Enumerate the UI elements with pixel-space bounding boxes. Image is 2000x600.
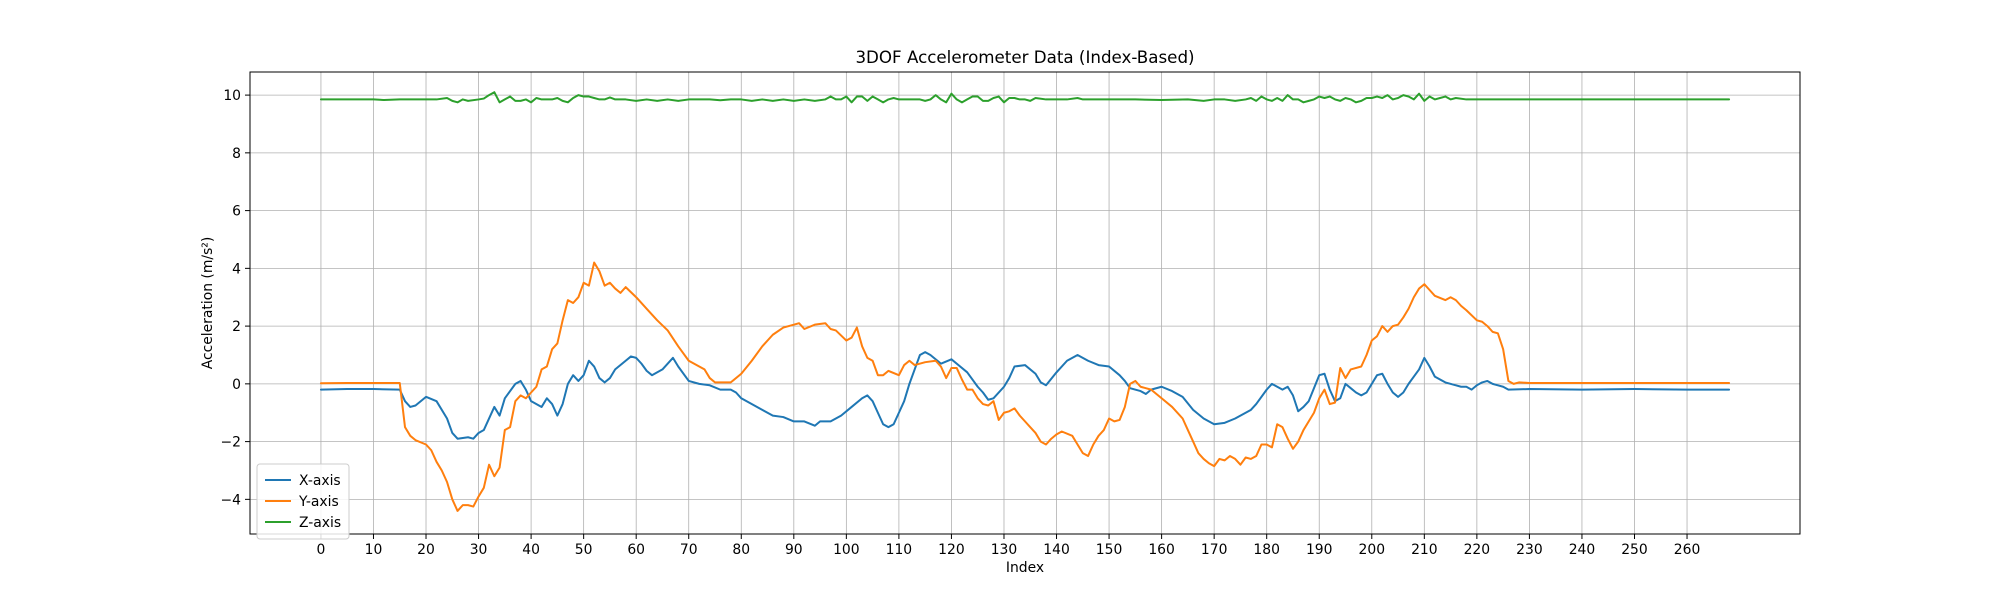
y-tick-label: 6 [232,204,241,220]
legend-box [256,463,350,540]
x-tick-label: 120 [938,542,965,558]
x-tick-label: 170 [1201,542,1228,558]
x-tick-label: 240 [1569,542,1596,558]
x-axis-label: Index [1006,560,1044,576]
x-tick-label: 180 [1253,542,1280,558]
legend-label: X-axis [299,473,341,489]
series-line-z-axis [319,91,1731,104]
y-tick-label: 10 [223,88,241,104]
y-tick-label: 4 [232,261,241,277]
y-tick-label: −2 [221,435,241,451]
x-tick-label: 260 [1674,542,1701,558]
x-tick-label: 100 [833,542,860,558]
x-tick-label: 160 [1148,542,1175,558]
series-line-y-axis [319,261,1731,512]
x-tick-label: 70 [680,542,698,558]
x-tick-label: 230 [1516,542,1543,558]
chart-title: 3DOF Accelerometer Data (Index-Based) [855,47,1194,67]
x-tick-label: 60 [627,542,645,558]
x-tick-label: 250 [1621,542,1648,558]
y-axis-ticks: −4 −2 0 2 4 6 8 10 [221,88,250,508]
x-tick-label: 80 [732,542,750,558]
x-tick-label: 40 [522,542,540,558]
x-tick-label: 110 [886,542,913,558]
y-tick-label: −4 [221,492,242,508]
x-tick-label: 50 [575,542,593,558]
x-tick-label: 140 [1043,542,1070,558]
plot-area-frame [249,71,1801,535]
legend-label: Y-axis [298,494,339,510]
series-lines [319,91,1731,512]
x-tick-label: 130 [991,542,1018,558]
x-tick-label: 20 [417,542,435,558]
y-tick-label: 2 [232,319,241,335]
grid [250,72,1800,534]
y-tick-label: 8 [232,146,241,162]
x-tick-label: 220 [1464,542,1491,558]
series-line-x-axis [319,351,1731,440]
x-axis-ticks: 0 10 20 30 40 50 60 70 80 90 100 110 120 130 140 150 160… [317,534,1701,558]
x-tick-label: 30 [470,542,488,558]
x-tick-label: 210 [1411,542,1438,558]
y-tick-label: 0 [232,377,241,393]
x-tick-label: 10 [365,542,383,558]
legend: X-axis Y-axis Z-axis [256,463,350,540]
legend-label: Z-axis [299,515,341,531]
x-tick-label: 150 [1096,542,1123,558]
x-tick-label: 0 [317,542,326,558]
x-tick-label: 200 [1359,542,1386,558]
y-axis-label: Acceleration (m/s²) [200,237,216,370]
x-tick-label: 190 [1306,542,1333,558]
x-tick-label: 90 [785,542,803,558]
